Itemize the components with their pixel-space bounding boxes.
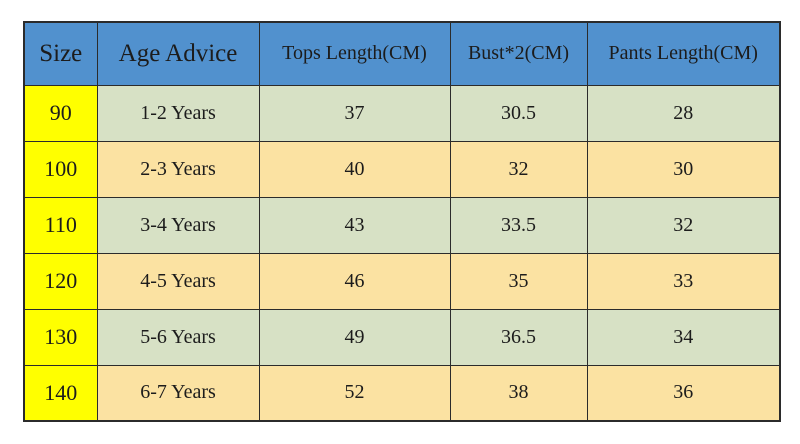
cell-age-advice: 1-2 Years — [96, 84, 260, 142]
cell-pants-length: 33 — [586, 252, 781, 310]
cell-size: 110 — [23, 196, 98, 254]
header-age-advice: Age Advice — [96, 21, 260, 86]
table-row: 90 1-2 Years 37 30.5 28 — [23, 84, 781, 142]
cell-pants-length: 36 — [586, 364, 781, 422]
header-tops-length: Tops Length(CM) — [258, 21, 451, 86]
cell-bust: 36.5 — [449, 308, 588, 366]
header-bust: Bust*2(CM) — [449, 21, 588, 86]
cell-tops-length: 52 — [258, 364, 451, 422]
table-row: 110 3-4 Years 43 33.5 32 — [23, 196, 781, 254]
cell-age-advice: 2-3 Years — [96, 140, 260, 198]
table-row: 100 2-3 Years 40 32 30 — [23, 140, 781, 198]
cell-tops-length: 43 — [258, 196, 451, 254]
cell-pants-length: 30 — [586, 140, 781, 198]
header-pants-length: Pants Length(CM) — [586, 21, 781, 86]
size-chart-table: Size Age Advice Tops Length(CM) Bust*2(C… — [23, 21, 781, 422]
cell-age-advice: 5-6 Years — [96, 308, 260, 366]
table-row: 130 5-6 Years 49 36.5 34 — [23, 308, 781, 366]
cell-bust: 38 — [449, 364, 588, 422]
cell-size: 130 — [23, 308, 98, 366]
cell-size: 90 — [23, 84, 98, 142]
cell-bust: 30.5 — [449, 84, 588, 142]
cell-bust: 35 — [449, 252, 588, 310]
cell-age-advice: 6-7 Years — [96, 364, 260, 422]
cell-size: 140 — [23, 364, 98, 422]
cell-tops-length: 46 — [258, 252, 451, 310]
cell-pants-length: 28 — [586, 84, 781, 142]
cell-bust: 32 — [449, 140, 588, 198]
cell-size: 120 — [23, 252, 98, 310]
table-row: 120 4-5 Years 46 35 33 — [23, 252, 781, 310]
cell-tops-length: 40 — [258, 140, 451, 198]
cell-bust: 33.5 — [449, 196, 588, 254]
table-row: 140 6-7 Years 52 38 36 — [23, 364, 781, 422]
header-row: Size Age Advice Tops Length(CM) Bust*2(C… — [23, 21, 781, 86]
cell-tops-length: 37 — [258, 84, 451, 142]
cell-pants-length: 32 — [586, 196, 781, 254]
cell-size: 100 — [23, 140, 98, 198]
cell-age-advice: 3-4 Years — [96, 196, 260, 254]
header-size: Size — [23, 21, 98, 86]
cell-pants-length: 34 — [586, 308, 781, 366]
cell-age-advice: 4-5 Years — [96, 252, 260, 310]
cell-tops-length: 49 — [258, 308, 451, 366]
